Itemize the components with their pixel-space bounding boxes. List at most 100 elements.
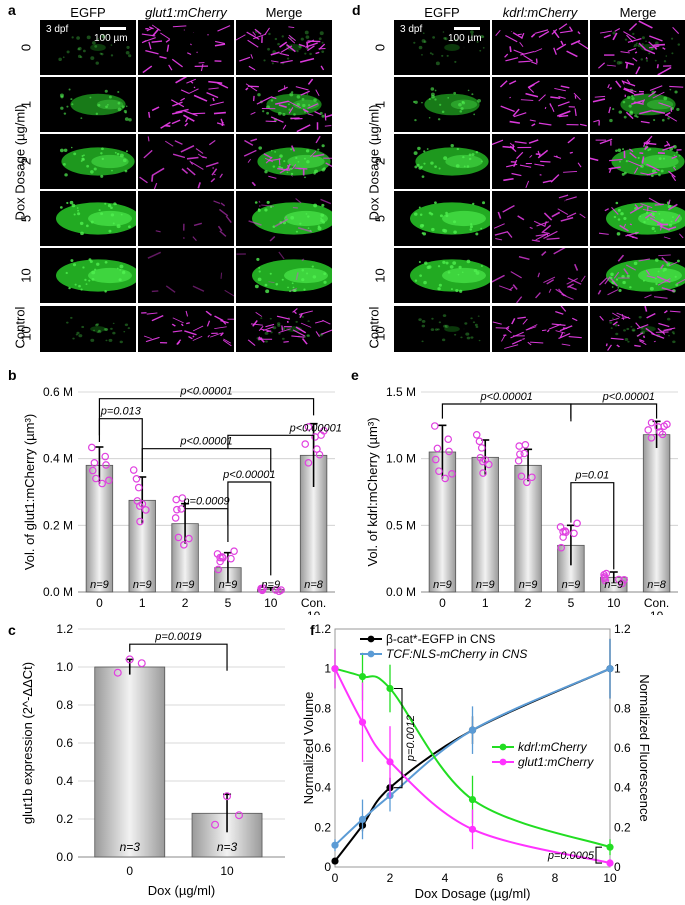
- panel-a-image-r5-c1: [138, 306, 234, 352]
- panel-a-image-r3-c1: [138, 191, 234, 246]
- panel-e-datapoint: [620, 576, 628, 584]
- panel-e-datapoint: [647, 434, 656, 442]
- panel-b-datapoint: [304, 459, 313, 467]
- panel-f-legend-label: kdrl:mCherry: [518, 740, 588, 754]
- panel-b-n-label: n=9: [219, 579, 238, 591]
- panel-b-ytick: 0.2 M: [43, 518, 73, 532]
- panel-d-image-r4-c2: [590, 248, 685, 303]
- panel-e-datapoint: [615, 575, 623, 584]
- panel-c-ytick: 0.4: [56, 774, 73, 788]
- panel-b-datapoint: [185, 534, 193, 543]
- panel-f-point: [358, 815, 367, 823]
- panel-c-bracket: [129, 643, 228, 671]
- panel-a-col-merge: Merge: [265, 5, 303, 20]
- panel-e-chart: e 0.0 M 0.5 M 1.0 M 1.5 M n=9 0 n=9 1 n=9 2 n=9 5 n=9…: [351, 367, 678, 615]
- panel-d-image-r2-c2: [590, 134, 685, 189]
- panel-b-datapoint: [219, 553, 227, 562]
- panel-f-point: [386, 684, 394, 693]
- panel-f-legend-marker: [367, 650, 375, 658]
- panel-c-xtick: 0: [126, 864, 133, 878]
- panel-e-datapoint: [433, 444, 442, 453]
- panel-f-point: [331, 857, 339, 865]
- panel-d-image-r4-c1: [492, 248, 588, 303]
- panel-b-datapoint: [87, 443, 96, 452]
- panel-d-image-r2-c1: [492, 134, 588, 189]
- panel-f-xtick: 4: [442, 871, 449, 885]
- panel-e-ytick: 1.0 M: [386, 452, 416, 466]
- panel-e-datapoint: [600, 570, 608, 579]
- panel-c-datapoint: [137, 659, 146, 668]
- panel-b-bar: [85, 464, 114, 593]
- panel-e-n-label: n=9: [519, 579, 538, 591]
- panel-f-xtick: 2: [387, 871, 394, 885]
- panel-b-pvalue: p=0.0009: [182, 496, 229, 508]
- panel-f-legend-marker: [499, 758, 507, 766]
- panel-d-col-merge: Merge: [619, 5, 657, 20]
- panel-e-pvalue: p=0.01: [574, 470, 609, 482]
- panel-e-datapoint: [514, 456, 523, 465]
- panel-d-image-r1-c0: [394, 77, 490, 132]
- panel-c-datapoint: [113, 668, 122, 677]
- panel-d-row-label-4: 10: [372, 268, 388, 283]
- panel-e-n-label: n=9: [562, 579, 581, 591]
- panel-b-datapoint: [134, 483, 143, 492]
- panel-f-ytick-left: 0.4: [314, 781, 331, 795]
- panel-c-label: c: [8, 622, 16, 638]
- panel-a-age-label: 3 dpf: [46, 24, 69, 35]
- panel-e-datapoint: [521, 441, 530, 449]
- panel-e-pvalue: p<0.00001: [480, 391, 533, 403]
- panel-b-datapoint: [173, 505, 181, 514]
- panel-b-bracket: [227, 434, 315, 449]
- panel-e-datapoint: [431, 455, 440, 464]
- panel-a-control-label: Control: [12, 306, 28, 349]
- panel-b-bracket: [141, 448, 272, 472]
- panel-f-ytick-right: 1: [614, 662, 621, 676]
- panel-c-datapoint: [125, 655, 134, 664]
- panel-e-ylabel: Vol. of kdrl:mCherry (µm³): [365, 417, 380, 566]
- panel-b-bracket: [98, 398, 315, 436]
- panel-c-datapoint: [211, 820, 220, 829]
- panel-c-chart: c 0.0 0.2 0.4 0.6 0.8 1.0 1.2 n=3 0 n=3 10 p=0.0019 D…: [8, 622, 285, 898]
- panel-f-ytick-right: 0: [614, 860, 621, 874]
- panel-c-ytick: 1.0: [56, 660, 73, 674]
- panel-f-xtick: 10: [603, 871, 617, 885]
- panel-b-xtick: 10: [264, 596, 278, 610]
- panel-f-ytick-left: 0: [324, 860, 331, 874]
- panel-b-xtick: 5: [225, 596, 232, 610]
- panel-b-datapoint: [132, 474, 141, 483]
- panel-b-xtick: 10: [307, 609, 321, 615]
- panel-f-ytick-left: 0.2: [314, 820, 331, 834]
- panel-a-image-r0-c2: [236, 20, 332, 75]
- panel-b-datapoint: [136, 517, 144, 526]
- panel-b-label: b: [8, 367, 17, 383]
- panel-e-xtick: 10: [607, 596, 621, 610]
- panel-a-image-r4-c1: [138, 248, 234, 303]
- panel-f-point: [606, 665, 614, 673]
- panel-e-datapoint: [663, 420, 671, 429]
- panel-c-ytick: 1.2: [56, 622, 73, 636]
- panel-f-legend-marker: [367, 635, 375, 643]
- panel-a-image-r5-c2: [236, 306, 332, 352]
- panel-e-datapoint: [477, 444, 486, 452]
- panel-b-xtick: 1: [139, 596, 146, 610]
- panel-d-image-r3-c2: [590, 191, 685, 246]
- panel-f-point: [331, 841, 339, 849]
- panel-b-datapoint: [230, 547, 238, 555]
- panel-b-datapoint: [90, 459, 99, 467]
- panel-b-datapoint: [272, 586, 280, 594]
- panel-f-ytick-right: 0.6: [614, 741, 631, 755]
- panel-a-image-r2-c0: [40, 134, 136, 189]
- panel-f-pvalue: p=0.0005: [547, 850, 595, 862]
- panel-b-n-label: n=9: [133, 579, 152, 591]
- panel-b-n-label: n=8: [304, 579, 324, 591]
- panel-d-image-r3-c0: [394, 191, 490, 246]
- panel-d-scale-label: 100 µm: [448, 33, 482, 44]
- panel-d-image-r4-c0: [394, 248, 490, 303]
- panel-e-bar: [471, 456, 499, 593]
- panel-d-image-r0-c1: [492, 20, 588, 75]
- panel-f-chart: f0 00.2 0.20.4 0.40.6 0.60.8 0.81 11.2 1.20 2 4 6 8…: [301, 622, 652, 901]
- panel-e-datapoint: [475, 437, 484, 446]
- panel-e-n-label: n=9: [604, 579, 623, 591]
- panel-f-series-line: [334, 667, 611, 846]
- panel-a-image-r0-c1: [138, 20, 234, 75]
